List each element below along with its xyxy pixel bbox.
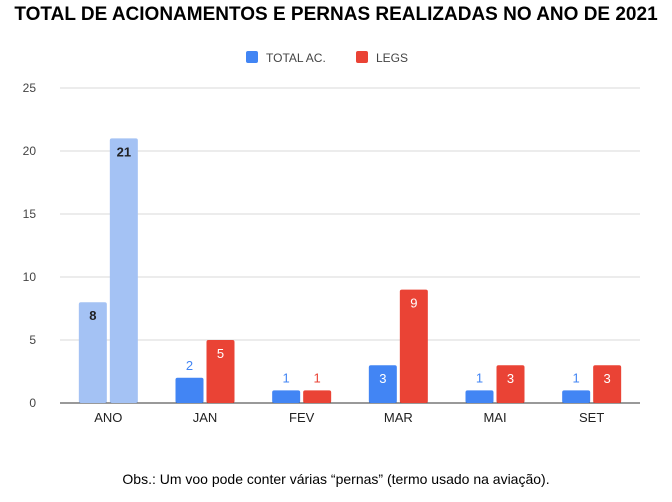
data-label: 1 (573, 370, 580, 385)
y-axis-ticks: 0 5 10 15 20 25 (23, 81, 37, 410)
x-tick-label: JAN (193, 410, 218, 425)
data-label: 3 (604, 371, 611, 386)
data-label: 1 (283, 370, 290, 385)
data-label: 3 (379, 371, 386, 386)
bar-total-ac-ano (78, 302, 107, 403)
x-axis-ticks: ANO JAN FEV MAR MAI SET (94, 410, 604, 425)
y-tick-label: 5 (29, 333, 36, 347)
y-tick-label: 10 (23, 270, 37, 284)
x-tick-label: MAI (483, 410, 506, 425)
chart-title: TOTAL DE ACIONAMENTOS E PERNAS REALIZADA… (14, 4, 658, 25)
y-tick-label: 15 (23, 207, 37, 221)
bar-legs-ano (109, 138, 138, 403)
x-tick-label: SET (579, 410, 604, 425)
data-label: 2 (186, 358, 193, 373)
x-tick-label: MAR (384, 410, 413, 425)
data-label: 21 (117, 144, 131, 159)
legend: TOTAL AC. LEGS (246, 51, 408, 65)
bar-legs-jan (206, 340, 235, 403)
data-label: 1 (476, 370, 483, 385)
legend-label: TOTAL AC. (266, 51, 326, 65)
bar-total-ac-mai (465, 390, 494, 403)
legend-swatch (246, 51, 258, 63)
gridlines (60, 87, 640, 404)
bar-total-ac-jan (175, 377, 204, 403)
legend-label: LEGS (376, 51, 408, 65)
data-label: 3 (507, 371, 514, 386)
bar-total-ac-mar (368, 365, 397, 403)
y-tick-label: 0 (29, 396, 36, 410)
data-label: 8 (89, 308, 96, 323)
data-label: 9 (410, 296, 417, 311)
data-labels: 8 21 2 5 1 1 3 9 1 3 1 3 (89, 144, 611, 386)
legend-swatch (356, 51, 368, 63)
data-label: 5 (217, 346, 224, 361)
bar-total-ac-set (562, 390, 591, 403)
x-tick-label: FEV (289, 410, 315, 425)
data-label: 1 (314, 370, 321, 385)
y-tick-label: 20 (23, 144, 37, 158)
bar-legs-mai (496, 365, 525, 403)
bar-legs-fev (303, 390, 332, 403)
bar-legs-set (593, 365, 622, 403)
footnote: Obs.: Um voo pode conter várias “pernas”… (122, 471, 550, 487)
bar-legs-mar (399, 289, 428, 403)
x-tick-label: ANO (94, 410, 122, 425)
y-tick-label: 25 (23, 81, 37, 95)
bars (78, 138, 622, 403)
bar-total-ac-fev (272, 390, 301, 403)
